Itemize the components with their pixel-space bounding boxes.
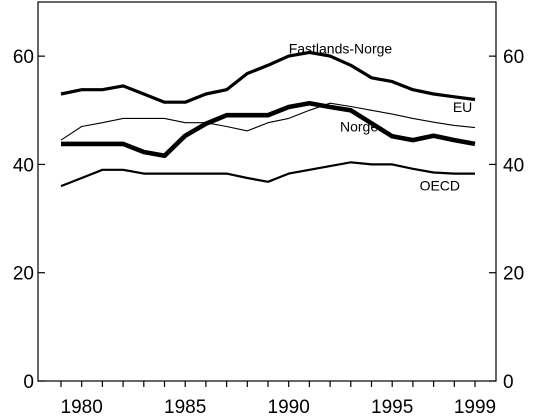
series-label: EU (453, 99, 472, 115)
y-tick-label-right: 0 (503, 372, 514, 393)
series-labels: Fastlands-Norge EU Norge OECD (289, 40, 473, 193)
x-tick-label: 1990 (268, 397, 310, 418)
x-tick-label: 1999 (454, 397, 496, 418)
y-tick-label-right: 60 (503, 47, 524, 68)
y-tick-label-left: 0 (23, 372, 34, 393)
x-tick-label: 1995 (371, 397, 413, 418)
y-tick-label-right: 40 (503, 155, 524, 176)
y-tick-label-left: 60 (13, 47, 34, 68)
tick-labels: 1980 1985 1990 1995 1999 0 0 20 20 40 40 60 60 (13, 47, 524, 418)
series-line-norge (61, 100, 476, 159)
axis-ticks (38, 55, 496, 387)
y-tick-label-right: 20 (503, 264, 524, 285)
series-label: Norge (340, 118, 378, 134)
y-tick-label-left: 40 (13, 155, 34, 176)
series-lines (60, 50, 476, 188)
series-line-oecd (60, 161, 475, 188)
series-label: OECD (420, 177, 460, 193)
x-tick-label: 1985 (164, 397, 206, 418)
series-line-fastlands-norge (60, 50, 476, 104)
series-line-eu (60, 102, 476, 141)
x-tick-label: 1980 (61, 397, 103, 418)
series-label: Fastlands-Norge (289, 40, 393, 56)
y-tick-label-left: 20 (13, 264, 34, 285)
plot-frame (37, 1, 497, 382)
